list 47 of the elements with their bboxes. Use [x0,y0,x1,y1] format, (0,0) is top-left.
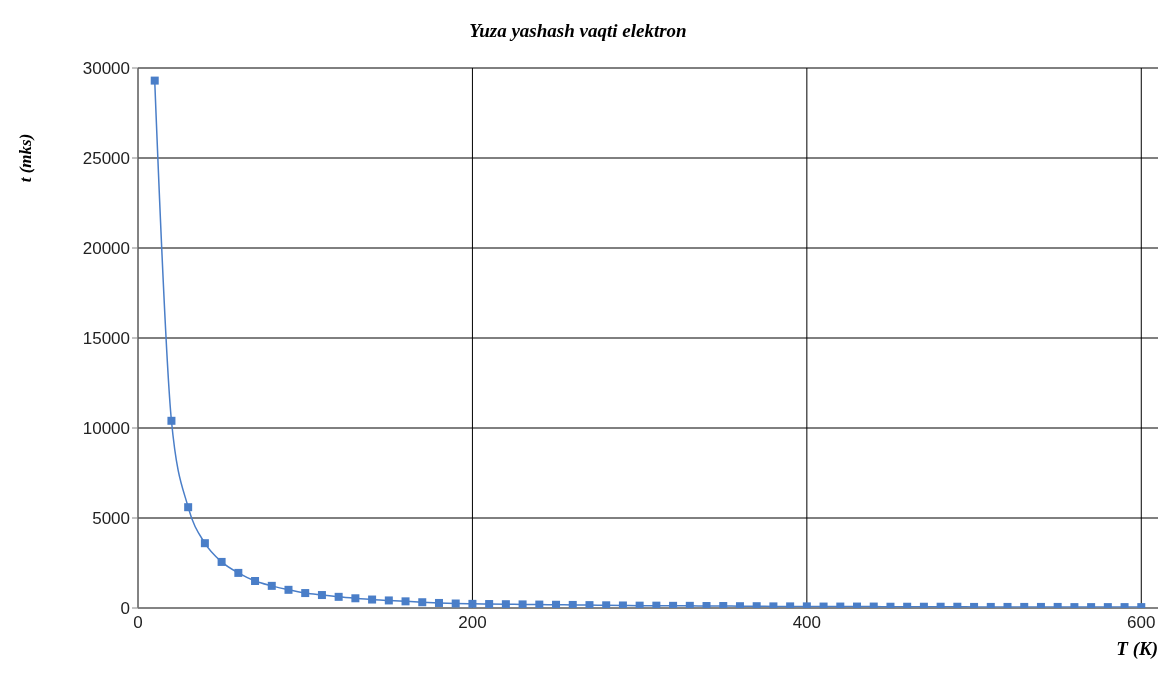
y-tick-label: 0 [120,599,130,619]
point [535,600,544,608]
y-tick-label: 10000 [82,419,130,439]
point [217,557,226,566]
point [685,601,694,608]
y-tick-label: 30000 [82,59,130,79]
point [384,596,393,605]
y-tick-label: 5000 [92,509,130,529]
point [234,568,243,577]
point [451,599,460,608]
point [251,577,260,585]
point [267,581,276,590]
x-tick-label: 400 [792,613,822,633]
x-tick-label: 600 [1127,613,1156,633]
point [434,598,443,607]
point [568,600,577,608]
point [368,595,377,604]
point [418,598,427,607]
point [284,585,293,594]
point [468,599,477,608]
point [200,539,209,548]
point [652,601,661,608]
point [334,592,343,601]
point [351,594,360,603]
y-tick-label: 15000 [82,329,130,349]
point [552,600,561,608]
point [518,600,527,608]
point [401,597,410,606]
chart-title: Yuza yashash vaqti elektron [468,20,688,42]
y-axis-title: t (mks) [16,133,36,183]
point [301,589,310,598]
point [669,601,678,608]
y-tick-label: 20000 [82,239,130,259]
point [602,601,611,608]
point [585,601,594,608]
point [184,503,193,512]
x-tick-label: 200 [458,613,487,633]
point [150,76,159,85]
point [618,601,627,608]
point [167,416,176,425]
x-tick-label: 0 [133,613,143,633]
point [635,601,644,608]
y-tick-label: 25000 [82,149,130,169]
point [501,600,510,608]
x-axis-title: T (K) [1116,638,1158,660]
point [485,600,494,608]
point [317,591,326,600]
